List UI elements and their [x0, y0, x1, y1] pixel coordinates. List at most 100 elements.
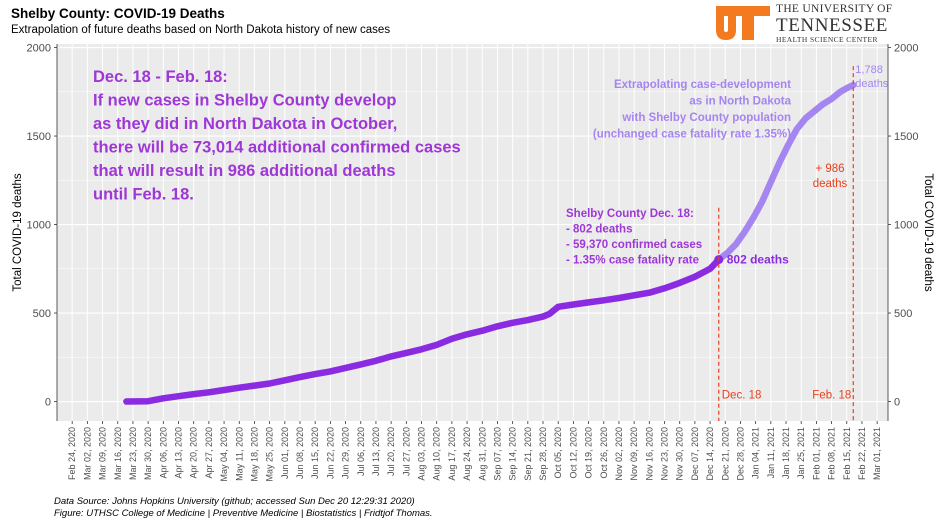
- chart-subtitle: Extrapolation of future deaths based on …: [11, 24, 391, 36]
- x-tick-label: Nov 23, 2020: [660, 427, 670, 481]
- x-tick-label: Jun 22, 2020: [325, 427, 335, 479]
- x-tick-label: May 04, 2020: [219, 427, 229, 482]
- x-tick-label: Sep 07, 2020: [492, 427, 502, 481]
- x-tick-label: Apr 20, 2020: [189, 427, 199, 479]
- extrapolated-deaths-line: [715, 81, 857, 263]
- shelby-annotation-line: Shelby County Dec. 18:: [566, 208, 694, 220]
- y-tick-label-right: 2000: [894, 43, 918, 55]
- logo-line-2: TENNESSEE: [776, 14, 889, 36]
- shelby-annotation-line: - 802 deaths: [566, 224, 632, 236]
- x-tick-label: Dec 21, 2020: [720, 427, 730, 481]
- logo-line-3: HEALTH SCIENCE CENTER: [776, 34, 878, 44]
- x-tick-label: Aug 17, 2020: [447, 427, 457, 481]
- x-tick-label: Jun 01, 2020: [280, 427, 290, 479]
- x-tick-label: Sep 28, 2020: [538, 427, 548, 481]
- vline-label-dec18: Dec. 18: [722, 389, 762, 401]
- feb18-deaths-label: 1,788: [855, 64, 883, 76]
- y-tick-label-left: 500: [33, 308, 51, 320]
- y-axis-title-left: Total COVID-19 deaths: [12, 173, 24, 292]
- observed-deaths-line: [123, 256, 723, 405]
- shelby-annotation-line: - 59,370 confirmed cases: [566, 239, 702, 251]
- x-tick-label: Nov 16, 2020: [644, 427, 654, 481]
- headline-annotation-line: until Feb. 18.: [93, 186, 194, 204]
- x-tick-label: Jun 29, 2020: [341, 427, 351, 479]
- x-tick-label: Oct 19, 2020: [584, 427, 594, 479]
- figure-credit-note: Figure: UTHSC College of Medicine | Prev…: [54, 508, 433, 519]
- x-tick-label: Mar 30, 2020: [143, 427, 153, 480]
- y-tick-label-right: 1500: [894, 131, 918, 143]
- x-tick-label: Jun 15, 2020: [310, 427, 320, 479]
- x-tick-label: Mar 02, 2020: [82, 427, 92, 480]
- y-tick-label-right: 0: [894, 397, 900, 409]
- x-tick-label: Nov 30, 2020: [675, 427, 685, 481]
- x-tick-label: Feb 01, 2021: [811, 427, 821, 480]
- x-tick-label: Jul 13, 2020: [371, 427, 381, 476]
- y-axis-title-right: Total COVID-19 deaths: [922, 173, 934, 292]
- x-tick-label: Jan 11, 2021: [766, 427, 776, 478]
- x-tick-label: Jul 27, 2020: [401, 427, 411, 476]
- additional-deaths-label: + 986: [815, 163, 844, 175]
- x-tick-label: Mar 23, 2020: [128, 427, 138, 480]
- x-tick-label: Jan 25, 2021: [796, 427, 806, 479]
- feb18-deaths-label: deaths: [855, 78, 889, 90]
- x-tick-label: Aug 24, 2020: [462, 427, 472, 481]
- x-tick-label: Dec 28, 2020: [735, 427, 745, 481]
- x-tick-label: Feb 24, 2020: [67, 427, 77, 480]
- x-tick-label: Jul 20, 2020: [386, 427, 396, 476]
- x-tick-label: Sep 14, 2020: [508, 427, 518, 481]
- x-tick-label: Oct 26, 2020: [599, 427, 609, 479]
- x-tick-label: Feb 08, 2021: [827, 427, 837, 480]
- logo-line-1: THE UNIVERSITY OF: [776, 3, 893, 15]
- x-tick-label: Apr 27, 2020: [204, 427, 214, 479]
- x-tick-label: Nov 02, 2020: [614, 427, 624, 481]
- vline-label-feb18: Feb. 18: [812, 389, 851, 401]
- x-tick-label: Mar 16, 2020: [113, 427, 123, 480]
- x-tick-label: Aug 10, 2020: [432, 427, 442, 481]
- x-tick-label: Oct 05, 2020: [553, 427, 563, 479]
- x-tick-label: Feb 22, 2021: [857, 427, 867, 480]
- x-tick-label: Oct 12, 2020: [568, 427, 578, 479]
- x-tick-label: Apr 13, 2020: [174, 427, 184, 479]
- chart-title: Shelby County: COVID-19 Deaths: [11, 6, 225, 21]
- headline-annotation-line: Dec. 18 - Feb. 18:: [93, 68, 228, 86]
- headline-annotation-line: If new cases in Shelby County develop: [93, 92, 397, 110]
- y-tick-label-left: 0: [45, 397, 51, 409]
- extrapolation-annotation-line: with Shelby County population: [621, 112, 791, 124]
- x-tick-label: Nov 09, 2020: [629, 427, 639, 481]
- x-tick-label: Aug 03, 2020: [417, 427, 427, 481]
- x-tick-label: Jun 08, 2020: [295, 427, 305, 479]
- y-tick-label-left: 2000: [27, 43, 51, 55]
- university-logo: THE UNIVERSITY OF TENNESSEE HEALTH SCIEN…: [714, 3, 936, 44]
- headline-annotation-line: that will result in 986 additional death…: [93, 162, 396, 180]
- x-tick-label: Dec 14, 2020: [705, 427, 715, 481]
- data-source-note: Data Source: Johns Hopkins University (g…: [54, 496, 415, 507]
- x-tick-label: Jul 06, 2020: [356, 427, 366, 476]
- shelby-annotation-line: - 1.35% case fatality rate: [566, 255, 699, 267]
- extrapolation-annotation-line: Extrapolating case-development: [614, 79, 791, 91]
- x-tick-label: Sep 21, 2020: [523, 427, 533, 481]
- x-tick-label: May 25, 2020: [265, 427, 275, 482]
- extrapolation-annotation-line: (unchanged case fatality rate 1.35%): [593, 129, 791, 141]
- x-tick-label: May 11, 2020: [234, 427, 244, 481]
- plot-panel: [57, 44, 888, 421]
- headline-annotation-line: there will be 73,014 additional confirme…: [93, 139, 461, 157]
- power-t-logo-icon: [716, 6, 770, 40]
- y-tick-label-left: 1000: [27, 220, 51, 232]
- x-tick-label: May 18, 2020: [249, 427, 259, 482]
- headline-annotation-line: as they did in North Dakota in October,: [93, 115, 397, 133]
- extrapolation-annotation-line: as in North Dakota: [689, 96, 791, 108]
- dec18-deaths-label: 802 deaths: [727, 253, 789, 267]
- x-tick-label: Feb 15, 2021: [842, 427, 852, 480]
- y-tick-label-right: 500: [894, 308, 912, 320]
- x-tick-label: Aug 31, 2020: [477, 427, 487, 481]
- x-tick-label: Dec 07, 2020: [690, 427, 700, 481]
- x-tick-label: Jan 04, 2021: [751, 427, 761, 479]
- x-tick-label: Mar 01, 2021: [872, 427, 882, 480]
- x-tick-label: Mar 09, 2020: [98, 427, 108, 480]
- additional-deaths-label: deaths: [813, 178, 848, 190]
- x-tick-label: Apr 06, 2020: [158, 427, 168, 479]
- y-tick-label-left: 1500: [27, 131, 51, 143]
- x-tick-label: Jan 18, 2021: [781, 427, 791, 479]
- y-tick-label-right: 1000: [894, 220, 918, 232]
